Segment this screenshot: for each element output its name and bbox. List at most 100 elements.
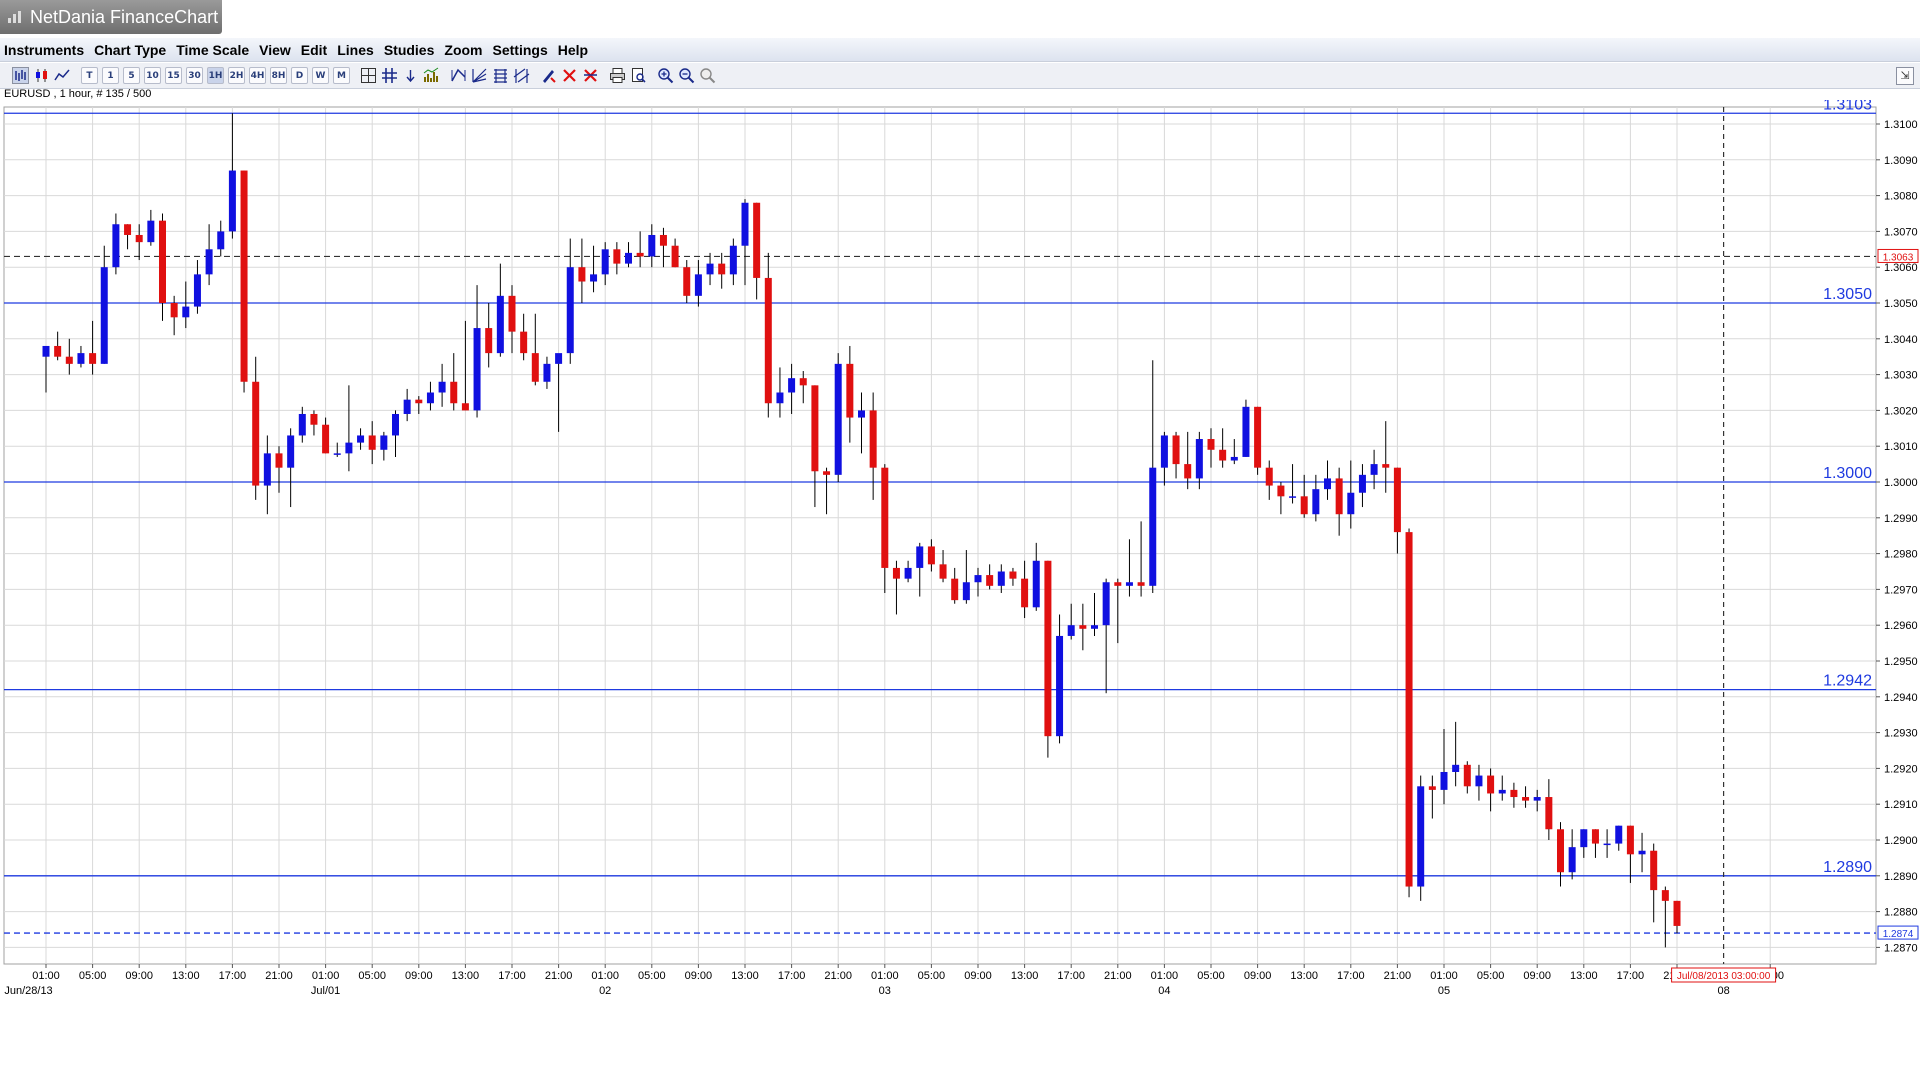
line-chart-icon[interactable] <box>54 67 71 84</box>
candle <box>776 367 784 418</box>
timeframe-weekly-button[interactable]: W <box>312 67 329 84</box>
x-tick-label: 01:00 <box>312 970 340 982</box>
y-tick-label: 1.2950 <box>1884 656 1918 668</box>
x-tick-label: 01:00 <box>32 970 60 982</box>
arrow-icon[interactable] <box>402 67 419 84</box>
delete-all-icon[interactable] <box>582 67 599 84</box>
x-tick-label: 13:00 <box>172 970 200 982</box>
timeframe-30m-button[interactable]: 30 <box>186 67 203 84</box>
print-icon[interactable] <box>609 67 626 84</box>
timeframe-1m-button[interactable]: 1 <box>102 67 119 84</box>
print-preview-icon[interactable] <box>630 67 647 84</box>
x-tick-label: 05:00 <box>918 970 946 982</box>
fan-icon[interactable] <box>471 67 488 84</box>
candle-body <box>1417 786 1425 887</box>
x-tick-label: 21:00 <box>545 970 573 982</box>
menu-chart-type[interactable]: Chart Type <box>94 41 167 58</box>
pencil-icon[interactable] <box>540 67 557 84</box>
volume-icon[interactable] <box>423 67 440 84</box>
x-tick-label: 05:00 <box>79 970 107 982</box>
timeframe-10m-button[interactable]: 10 <box>144 67 161 84</box>
candle <box>834 353 842 482</box>
menu-time-scale[interactable]: Time Scale <box>176 41 250 58</box>
timeframe-monthly-button[interactable]: M <box>333 67 350 84</box>
timeframe-5m-button[interactable]: 5 <box>123 67 140 84</box>
x-tick-label: 09:00 <box>1244 970 1272 982</box>
candle-body <box>415 399 423 404</box>
menu-view[interactable]: View <box>259 41 291 58</box>
candle-body <box>135 234 143 243</box>
candle <box>1405 528 1413 898</box>
candle-body <box>1079 625 1087 629</box>
candle-body <box>1242 406 1250 457</box>
grid-icon[interactable] <box>381 67 398 84</box>
channel-icon[interactable] <box>513 67 530 84</box>
delete-icon[interactable] <box>561 67 578 84</box>
candle-body <box>555 353 563 364</box>
candle <box>1195 431 1203 490</box>
candle <box>1149 360 1157 593</box>
candle <box>298 406 306 443</box>
zoom-out-icon[interactable] <box>678 67 695 84</box>
menu-settings[interactable]: Settings <box>492 41 548 58</box>
retracement-icon[interactable] <box>492 67 509 84</box>
candle-body <box>1032 560 1040 608</box>
date-label: Jul/01 <box>311 985 340 997</box>
candle <box>601 242 609 286</box>
y-tick-label: 1.2960 <box>1884 620 1918 632</box>
cursor-time-label: Jul/08/2013 03:00:00 <box>1677 971 1771 982</box>
menu-edit[interactable]: Edit <box>300 41 328 58</box>
timeframe-4h-button[interactable]: 4H <box>249 67 266 84</box>
candle-body <box>368 435 376 450</box>
zoom-in-icon[interactable] <box>657 67 674 84</box>
candle-body <box>65 356 73 364</box>
timeframe-2h-button[interactable]: 2H <box>228 67 245 84</box>
menu-help[interactable]: Help <box>557 41 589 58</box>
candle <box>159 213 166 321</box>
candle-body <box>287 435 295 468</box>
menu-zoom[interactable]: Zoom <box>444 41 483 58</box>
trendline-icon[interactable] <box>450 67 467 84</box>
candle-body <box>496 295 504 354</box>
candle-body <box>403 399 411 414</box>
candle-body <box>1568 847 1576 873</box>
x-tick-label: 17:00 <box>1617 970 1645 982</box>
restore-icon[interactable]: ⇲ <box>1896 67 1914 85</box>
candle <box>473 285 481 418</box>
candle-body <box>1184 464 1192 479</box>
candle <box>1347 460 1355 529</box>
zoom-reset-icon[interactable] <box>699 67 716 84</box>
candle <box>1021 560 1029 619</box>
menu-instruments[interactable]: Instruments <box>4 41 85 58</box>
candle-body <box>939 564 947 579</box>
level-label: 1.3050 <box>1823 286 1872 303</box>
y-tick-label: 1.3100 <box>1884 119 1918 131</box>
candle-body <box>1335 478 1343 515</box>
x-tick-label: 01:00 <box>1151 970 1179 982</box>
menu-studies[interactable]: Studies <box>383 41 435 58</box>
candle <box>974 567 982 597</box>
candle-body <box>322 424 330 454</box>
y-tick-label: 1.3080 <box>1884 191 1918 203</box>
toolbar: T 1 5 10 15 30 1H 2H 4H 8H D W M ⇲ <box>0 63 1920 89</box>
timeframe-8h-button[interactable]: 8H <box>270 67 287 84</box>
candle <box>764 252 772 418</box>
candle-body <box>1312 489 1320 515</box>
candle <box>193 260 201 314</box>
candle-body <box>927 546 935 565</box>
menu-lines[interactable]: Lines <box>337 41 374 58</box>
candle <box>415 396 423 414</box>
bar-chart-icon[interactable] <box>12 67 29 84</box>
candle-body <box>729 245 737 275</box>
candle <box>869 392 877 500</box>
timeframe-tick-button[interactable]: T <box>81 67 98 84</box>
candle <box>438 363 446 407</box>
timeframe-15m-button[interactable]: 15 <box>165 67 182 84</box>
crosshair-icon[interactable] <box>360 67 377 84</box>
candlestick-icon[interactable] <box>33 67 50 84</box>
candle-body <box>147 220 155 243</box>
timeframe-daily-button[interactable]: D <box>291 67 308 84</box>
candle <box>1557 822 1564 887</box>
timeframe-1h-button[interactable]: 1H <box>207 67 224 84</box>
